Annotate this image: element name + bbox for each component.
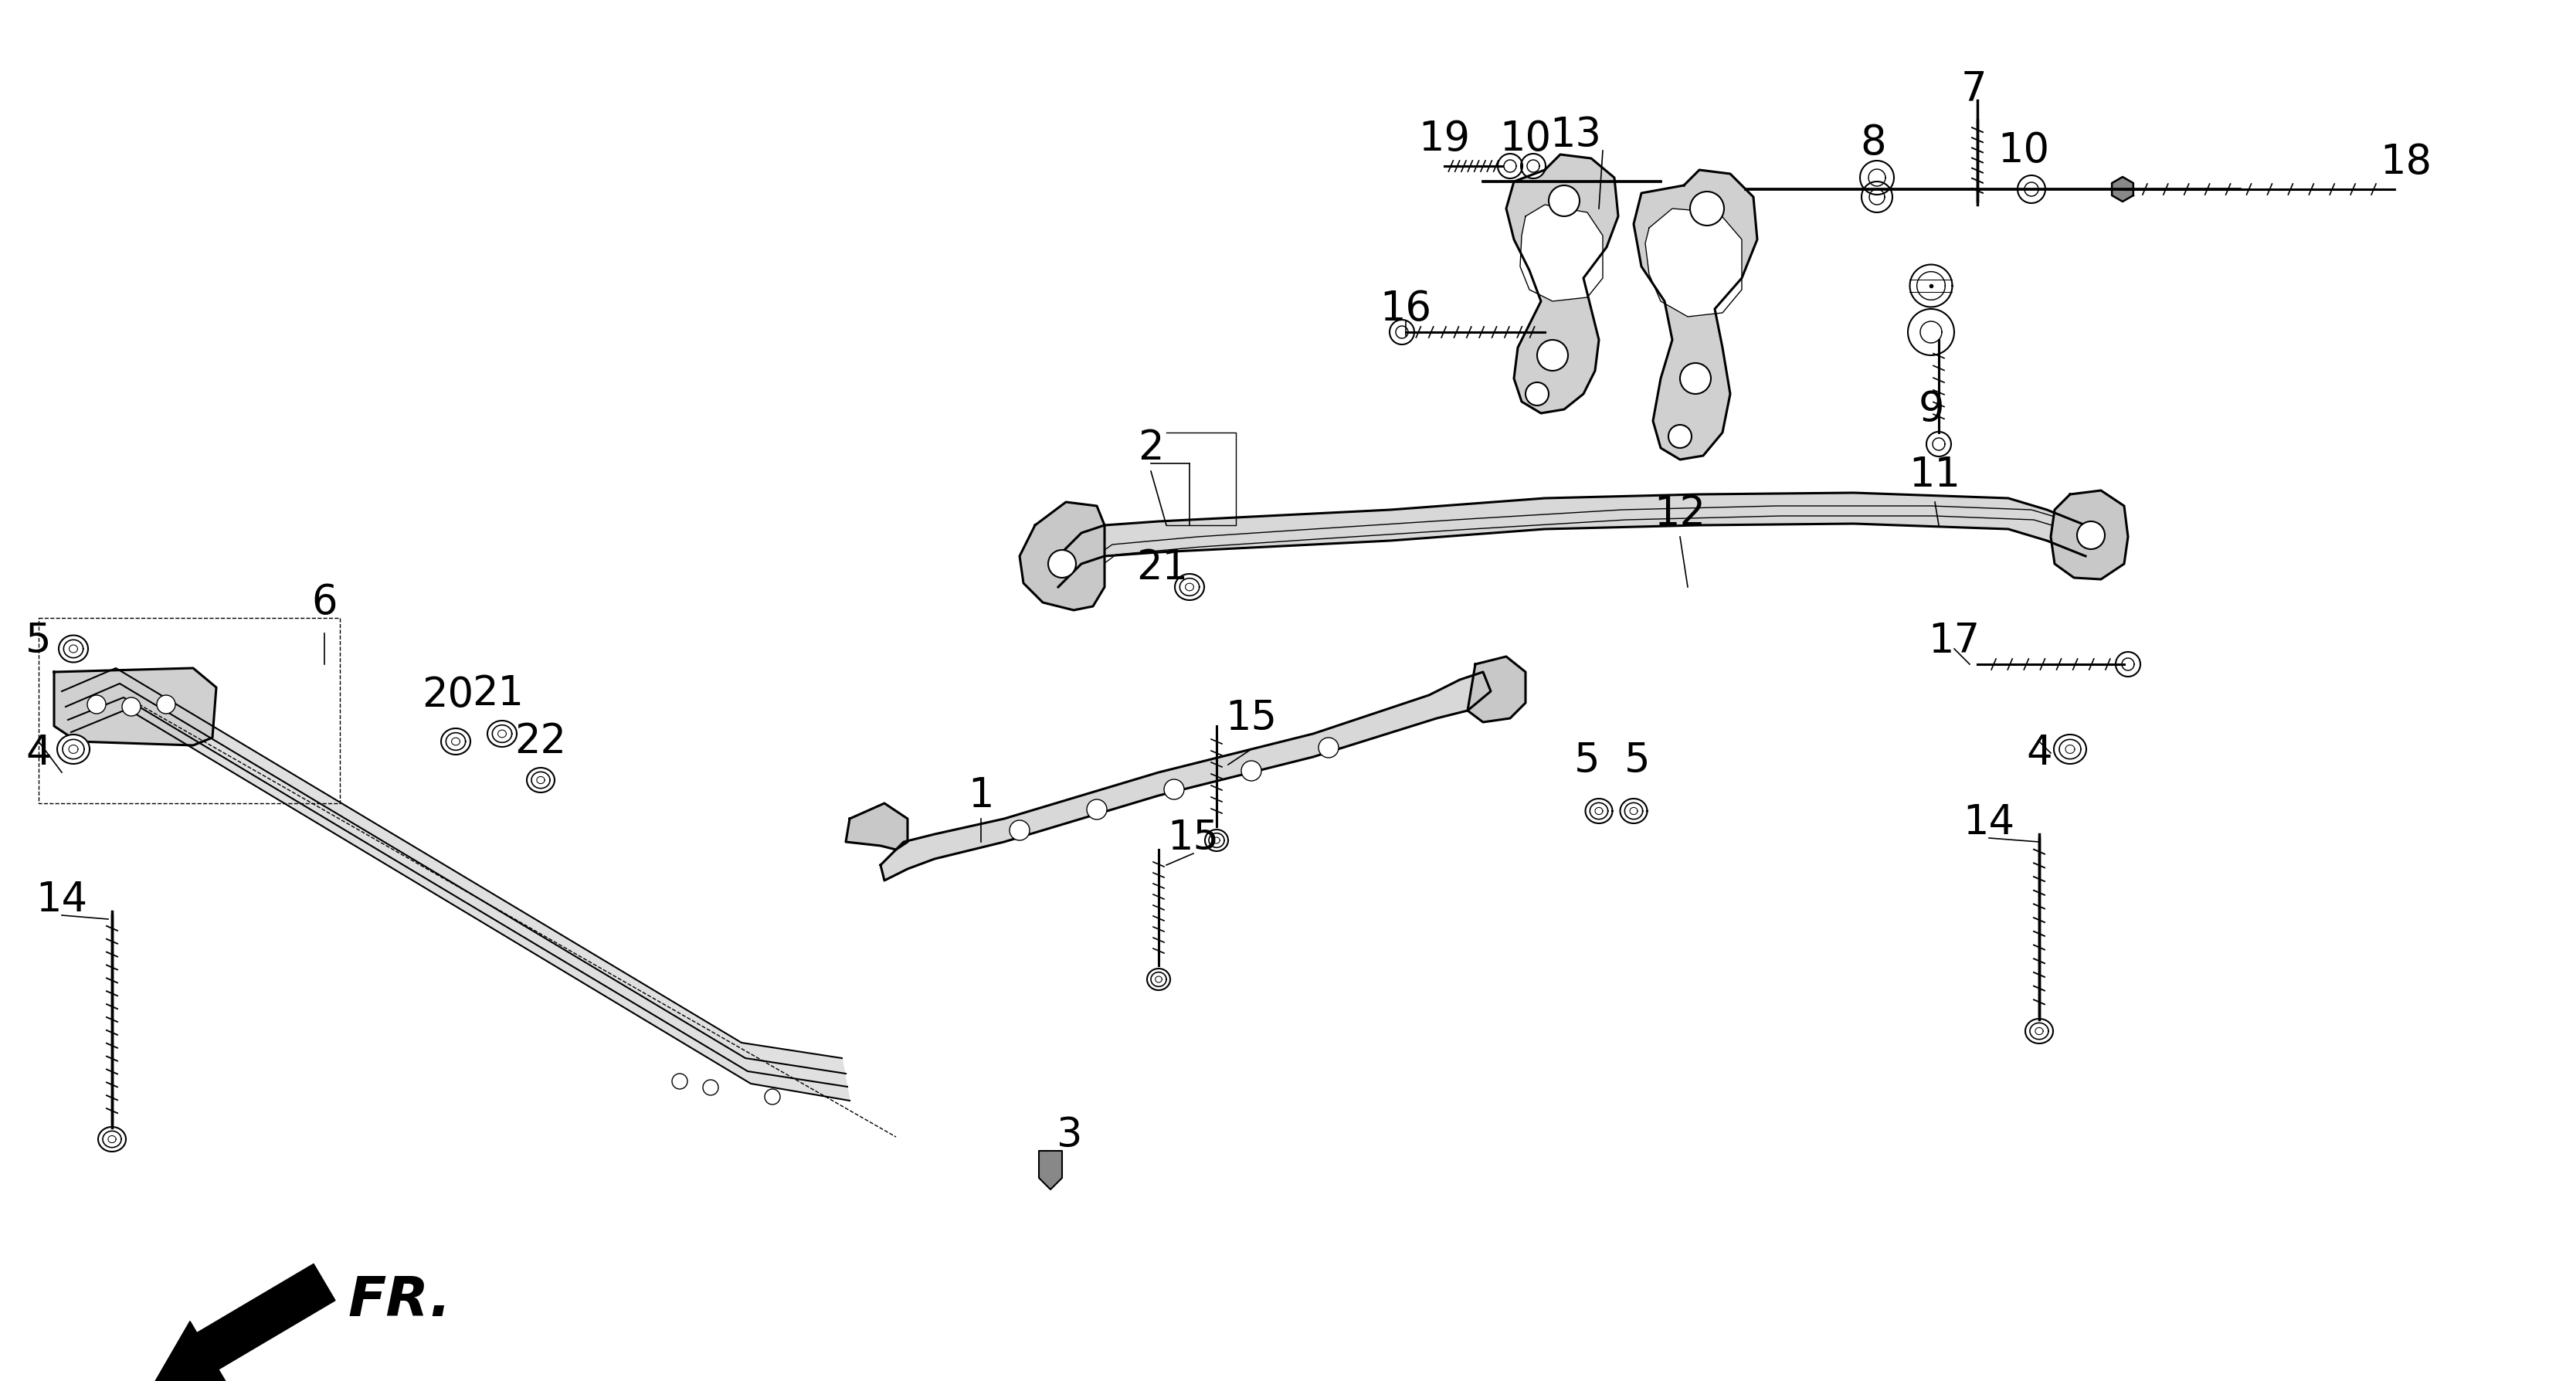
Circle shape [121, 697, 142, 715]
Circle shape [1669, 425, 1692, 447]
Polygon shape [1038, 1150, 1061, 1189]
Polygon shape [2112, 177, 2133, 202]
Polygon shape [1059, 493, 2087, 587]
Polygon shape [440, 728, 471, 754]
Polygon shape [1633, 170, 1757, 460]
Text: 5: 5 [1574, 740, 1600, 780]
Circle shape [1680, 363, 1710, 394]
Polygon shape [1468, 656, 1525, 722]
Text: 17: 17 [1929, 621, 1981, 661]
Text: 3: 3 [1056, 1116, 1082, 1156]
Polygon shape [1862, 181, 1893, 213]
Polygon shape [2017, 175, 2045, 203]
Text: 16: 16 [1381, 289, 1432, 329]
Circle shape [1548, 185, 1579, 217]
Polygon shape [1909, 309, 1955, 355]
Polygon shape [881, 673, 1492, 881]
Circle shape [765, 1090, 781, 1105]
Circle shape [1538, 340, 1569, 370]
Text: 6: 6 [312, 583, 337, 623]
Polygon shape [1206, 830, 1229, 851]
Polygon shape [1620, 798, 1646, 823]
Polygon shape [1497, 153, 1522, 178]
Text: 22: 22 [515, 721, 567, 761]
Polygon shape [1860, 160, 1893, 195]
Circle shape [2076, 522, 2105, 550]
Polygon shape [528, 768, 554, 793]
Polygon shape [1507, 155, 1618, 413]
Text: 21: 21 [471, 674, 523, 714]
Text: 15: 15 [1167, 818, 1218, 858]
Text: 19: 19 [1419, 119, 1471, 159]
Text: 15: 15 [1226, 699, 1278, 739]
Text: 11: 11 [1909, 454, 1960, 496]
Polygon shape [1175, 574, 1203, 601]
Polygon shape [845, 804, 907, 849]
Text: 14: 14 [1963, 802, 2014, 842]
Circle shape [703, 1080, 719, 1095]
Polygon shape [1646, 209, 1741, 316]
Circle shape [1319, 737, 1340, 758]
Text: 4: 4 [2027, 733, 2053, 773]
Polygon shape [2050, 490, 2128, 579]
Text: 14: 14 [36, 880, 88, 920]
Circle shape [672, 1073, 688, 1090]
Polygon shape [98, 1127, 126, 1152]
Text: 7: 7 [1960, 69, 1986, 109]
Text: 9: 9 [1919, 389, 1945, 429]
Circle shape [157, 695, 175, 714]
Text: FR.: FR. [348, 1275, 451, 1329]
Text: 10: 10 [1499, 119, 1551, 159]
Polygon shape [1909, 265, 1953, 307]
Circle shape [88, 695, 106, 714]
Polygon shape [2053, 735, 2087, 764]
Circle shape [1048, 550, 1077, 577]
Text: 10: 10 [1999, 131, 2050, 171]
Polygon shape [2115, 652, 2141, 677]
Text: 21: 21 [1136, 548, 1188, 588]
Polygon shape [1146, 968, 1170, 990]
Polygon shape [2025, 1019, 2053, 1044]
Text: 5: 5 [1625, 740, 1651, 780]
Text: 5: 5 [26, 621, 52, 661]
Text: 13: 13 [1551, 115, 1602, 155]
Circle shape [1525, 383, 1548, 406]
Text: 2: 2 [1139, 428, 1164, 468]
Text: 8: 8 [1860, 123, 1886, 163]
Polygon shape [62, 668, 850, 1101]
Circle shape [1690, 192, 1723, 225]
Polygon shape [59, 635, 88, 663]
Text: 18: 18 [2380, 142, 2432, 182]
Circle shape [1242, 761, 1262, 780]
Circle shape [1010, 820, 1030, 841]
Polygon shape [1388, 320, 1414, 344]
Circle shape [1164, 779, 1185, 800]
Polygon shape [1520, 204, 1602, 301]
Polygon shape [1927, 432, 1950, 457]
Circle shape [1087, 800, 1108, 819]
Polygon shape [54, 668, 216, 746]
Text: 4: 4 [26, 733, 52, 773]
Polygon shape [1520, 153, 1546, 178]
Text: 12: 12 [1654, 493, 1705, 533]
Polygon shape [1020, 503, 1105, 610]
Polygon shape [57, 735, 90, 764]
FancyArrow shape [155, 1264, 335, 1381]
Polygon shape [487, 721, 518, 747]
Text: 1: 1 [969, 776, 994, 816]
Text: 20: 20 [422, 675, 474, 715]
Polygon shape [1584, 798, 1613, 823]
